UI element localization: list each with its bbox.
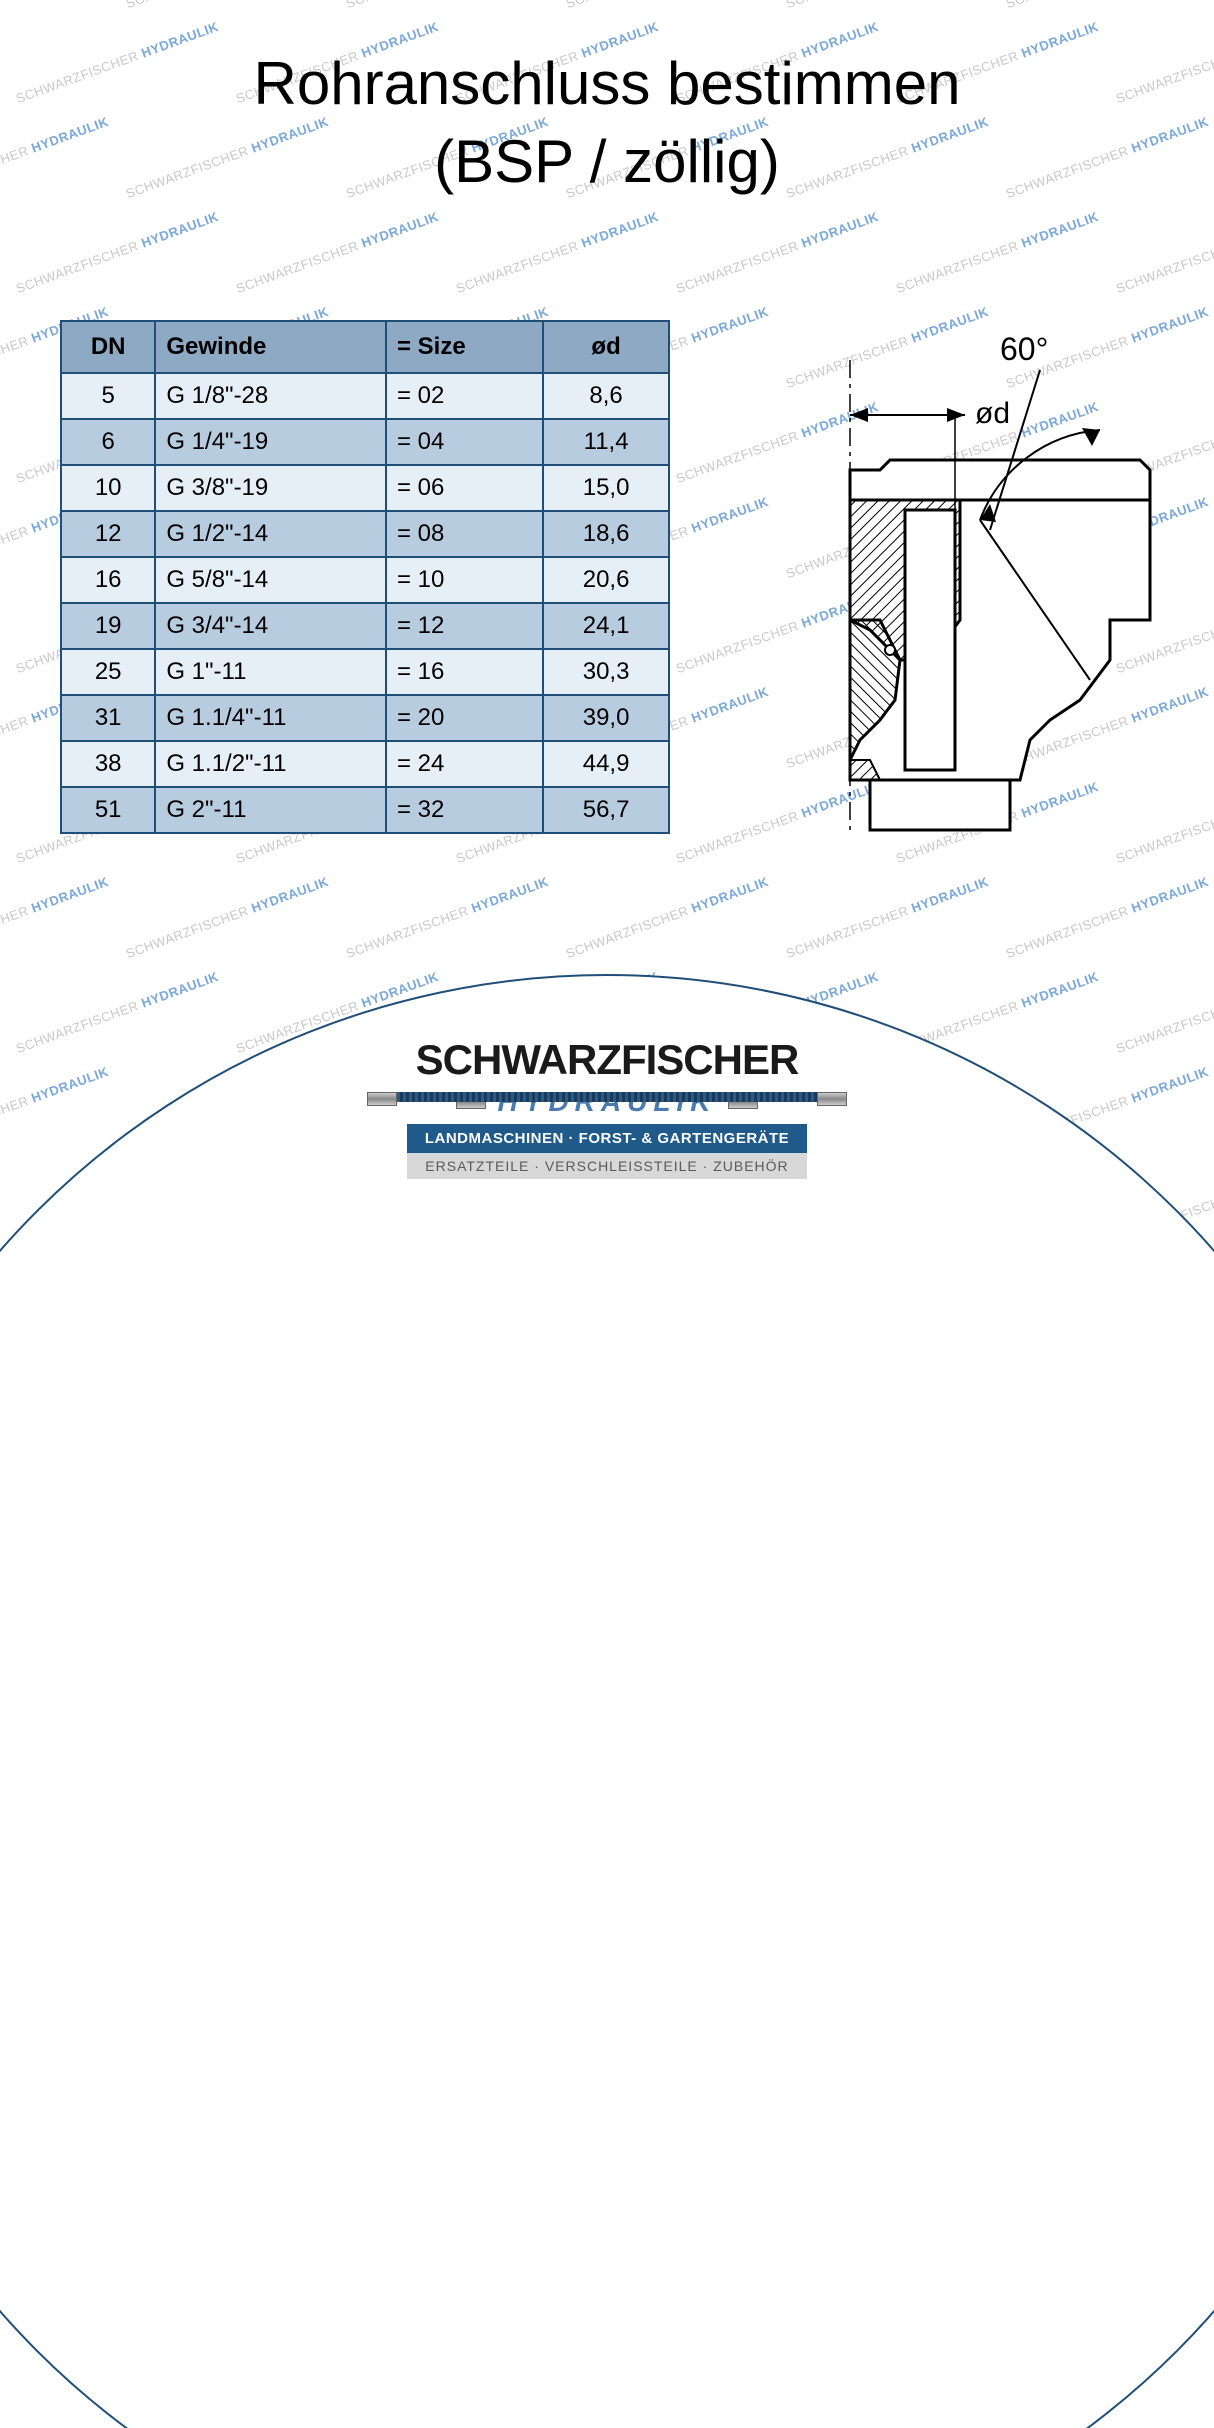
watermark-item: SCHWARZFISCHER HYDRAULIK <box>564 874 771 961</box>
table-cell: = 10 <box>386 557 543 603</box>
watermark-item: SCHWARZFISCHER HYDRAULIK <box>0 209 1 296</box>
table-cell: 16 <box>61 557 155 603</box>
footer-arc <box>0 974 1214 2428</box>
table-cell: 15,0 <box>543 465 669 511</box>
table-cell: 25 <box>61 649 155 695</box>
table-cell: = 08 <box>386 511 543 557</box>
col-header-3: ød <box>543 321 669 373</box>
table-cell: 39,0 <box>543 695 669 741</box>
table-cell: 19 <box>61 603 155 649</box>
table-cell: = 20 <box>386 695 543 741</box>
table-cell: 38 <box>61 741 155 787</box>
tag-top: LANDMASCHINEN · FORST- & GARTENGERÄTE <box>407 1124 807 1153</box>
cross-section-diagram: ød 60° <box>670 320 1170 845</box>
table-cell: 31 <box>61 695 155 741</box>
table-cell: 8,6 <box>543 373 669 419</box>
watermark-item: SCHWARZFISCHER HYDRAULIK <box>0 589 1 676</box>
table-row: 16G 5/8"-14= 1020,6 <box>61 557 669 603</box>
data-table-wrap: DNGewinde= Sizeød 5G 1/8"-28= 028,66G 1/… <box>60 320 670 845</box>
table-cell: G 5/8"-14 <box>155 557 386 603</box>
table-cell: 30,3 <box>543 649 669 695</box>
logo-block: SCHWARZFISCHER HYDRAULIK LANDMASCHINEN ·… <box>0 1036 1214 1179</box>
footer: SCHWARZFISCHER HYDRAULIK LANDMASCHINEN ·… <box>0 984 1214 1214</box>
table-cell: = 24 <box>386 741 543 787</box>
tag-bottom: ERSATZTEILE · VERSCHLEISSTEILE · ZUBEHÖR <box>407 1153 807 1179</box>
watermark-item: SCHWARZFISCHER HYDRAULIK <box>124 874 331 961</box>
svg-text:ød: ød <box>975 397 1010 430</box>
watermark-item: SCHWARZFISCHER HYDRAULIK <box>784 0 991 11</box>
footer-tags: LANDMASCHINEN · FORST- & GARTENGERÄTE ER… <box>407 1124 807 1179</box>
table-cell: G 1/8"-28 <box>155 373 386 419</box>
watermark-item: SCHWARZFISCHER HYDRAULIK <box>14 209 221 296</box>
table-row: 31G 1.1/4"-11= 2039,0 <box>61 695 669 741</box>
watermark-item: SCHWARZFISCHER HYDRAULIK <box>454 209 661 296</box>
table-cell: G 3/4"-14 <box>155 603 386 649</box>
table-cell: = 16 <box>386 649 543 695</box>
watermark-item: SCHWARZFISCHER HYDRAULIK <box>1004 874 1211 961</box>
table-cell: = 04 <box>386 419 543 465</box>
table-cell: = 12 <box>386 603 543 649</box>
table-cell: 12 <box>61 511 155 557</box>
logo-sub-text: HYDRAULIK <box>498 1086 717 1118</box>
content-row: DNGewinde= Sizeød 5G 1/8"-28= 028,66G 1/… <box>60 320 1154 845</box>
table-cell: = 32 <box>386 787 543 833</box>
table-row: 38G 1.1/2"-11= 2444,9 <box>61 741 669 787</box>
logo-main-text: SCHWARZFISCHER <box>0 1036 1214 1084</box>
col-header-1: Gewinde <box>155 321 386 373</box>
table-cell: G 1.1/2"-11 <box>155 741 386 787</box>
table-cell: 44,9 <box>543 741 669 787</box>
table-cell: G 1/4"-19 <box>155 419 386 465</box>
table-row: 51G 2"-11= 3256,7 <box>61 787 669 833</box>
table-cell: 10 <box>61 465 155 511</box>
watermark-item: SCHWARZFISCHER HYDRAULIK <box>0 399 1 486</box>
page-title: Rohranschluss bestimmen (BSP / zöllig) <box>0 45 1214 201</box>
table-cell: G 2"-11 <box>155 787 386 833</box>
table-cell: G 3/8"-19 <box>155 465 386 511</box>
table-cell: = 06 <box>386 465 543 511</box>
table-cell: 51 <box>61 787 155 833</box>
table-cell: 5 <box>61 373 155 419</box>
watermark-item: SCHWARZFISCHER HYDRAULIK <box>894 209 1101 296</box>
col-header-0: DN <box>61 321 155 373</box>
table-row: 10G 3/8"-19= 0615,0 <box>61 465 669 511</box>
watermark-item: SCHWARZFISCHER HYDRAULIK <box>784 874 991 961</box>
bsp-size-table: DNGewinde= Sizeød 5G 1/8"-28= 028,66G 1/… <box>60 320 670 834</box>
watermark-item: SCHWARZFISCHER HYDRAULIK <box>1114 209 1214 296</box>
watermark-item: SCHWARZFISCHER HYDRAULIK <box>0 874 111 961</box>
table-cell: G 1/2"-14 <box>155 511 386 557</box>
table-cell: 24,1 <box>543 603 669 649</box>
watermark-item: SCHWARZFISCHER HYDRAULIK <box>674 209 881 296</box>
watermark-item: SCHWARZFISCHER HYDRAULIK <box>1004 0 1211 11</box>
watermark-item: SCHWARZFISCHER HYDRAULIK <box>0 779 1 866</box>
watermark-item: SCHWARZFISCHER HYDRAULIK <box>0 0 111 11</box>
col-header-2: = Size <box>386 321 543 373</box>
watermark-item: SCHWARZFISCHER HYDRAULIK <box>564 0 771 11</box>
table-cell: 18,6 <box>543 511 669 557</box>
watermark-item: SCHWARZFISCHER HYDRAULIK <box>124 0 331 11</box>
table-cell: G 1.1/4"-11 <box>155 695 386 741</box>
table-cell: 11,4 <box>543 419 669 465</box>
table-row: 12G 1/2"-14= 0818,6 <box>61 511 669 557</box>
table-cell: 56,7 <box>543 787 669 833</box>
watermark-item: SCHWARZFISCHER HYDRAULIK <box>344 0 551 11</box>
watermark-item: SCHWARZFISCHER HYDRAULIK <box>234 209 441 296</box>
table-cell: G 1"-11 <box>155 649 386 695</box>
table-cell: = 02 <box>386 373 543 419</box>
svg-text:60°: 60° <box>1000 331 1048 367</box>
table-row: 25G 1"-11= 1630,3 <box>61 649 669 695</box>
watermark-item: SCHWARZFISCHER HYDRAULIK <box>344 874 551 961</box>
table-cell: 20,6 <box>543 557 669 603</box>
table-row: 19G 3/4"-14= 1224,1 <box>61 603 669 649</box>
table-cell: 6 <box>61 419 155 465</box>
table-row: 5G 1/8"-28= 028,6 <box>61 373 669 419</box>
title-line1: Rohranschluss bestimmen <box>254 50 961 117</box>
table-row: 6G 1/4"-19= 0411,4 <box>61 419 669 465</box>
title-line2: (BSP / zöllig) <box>434 128 780 195</box>
